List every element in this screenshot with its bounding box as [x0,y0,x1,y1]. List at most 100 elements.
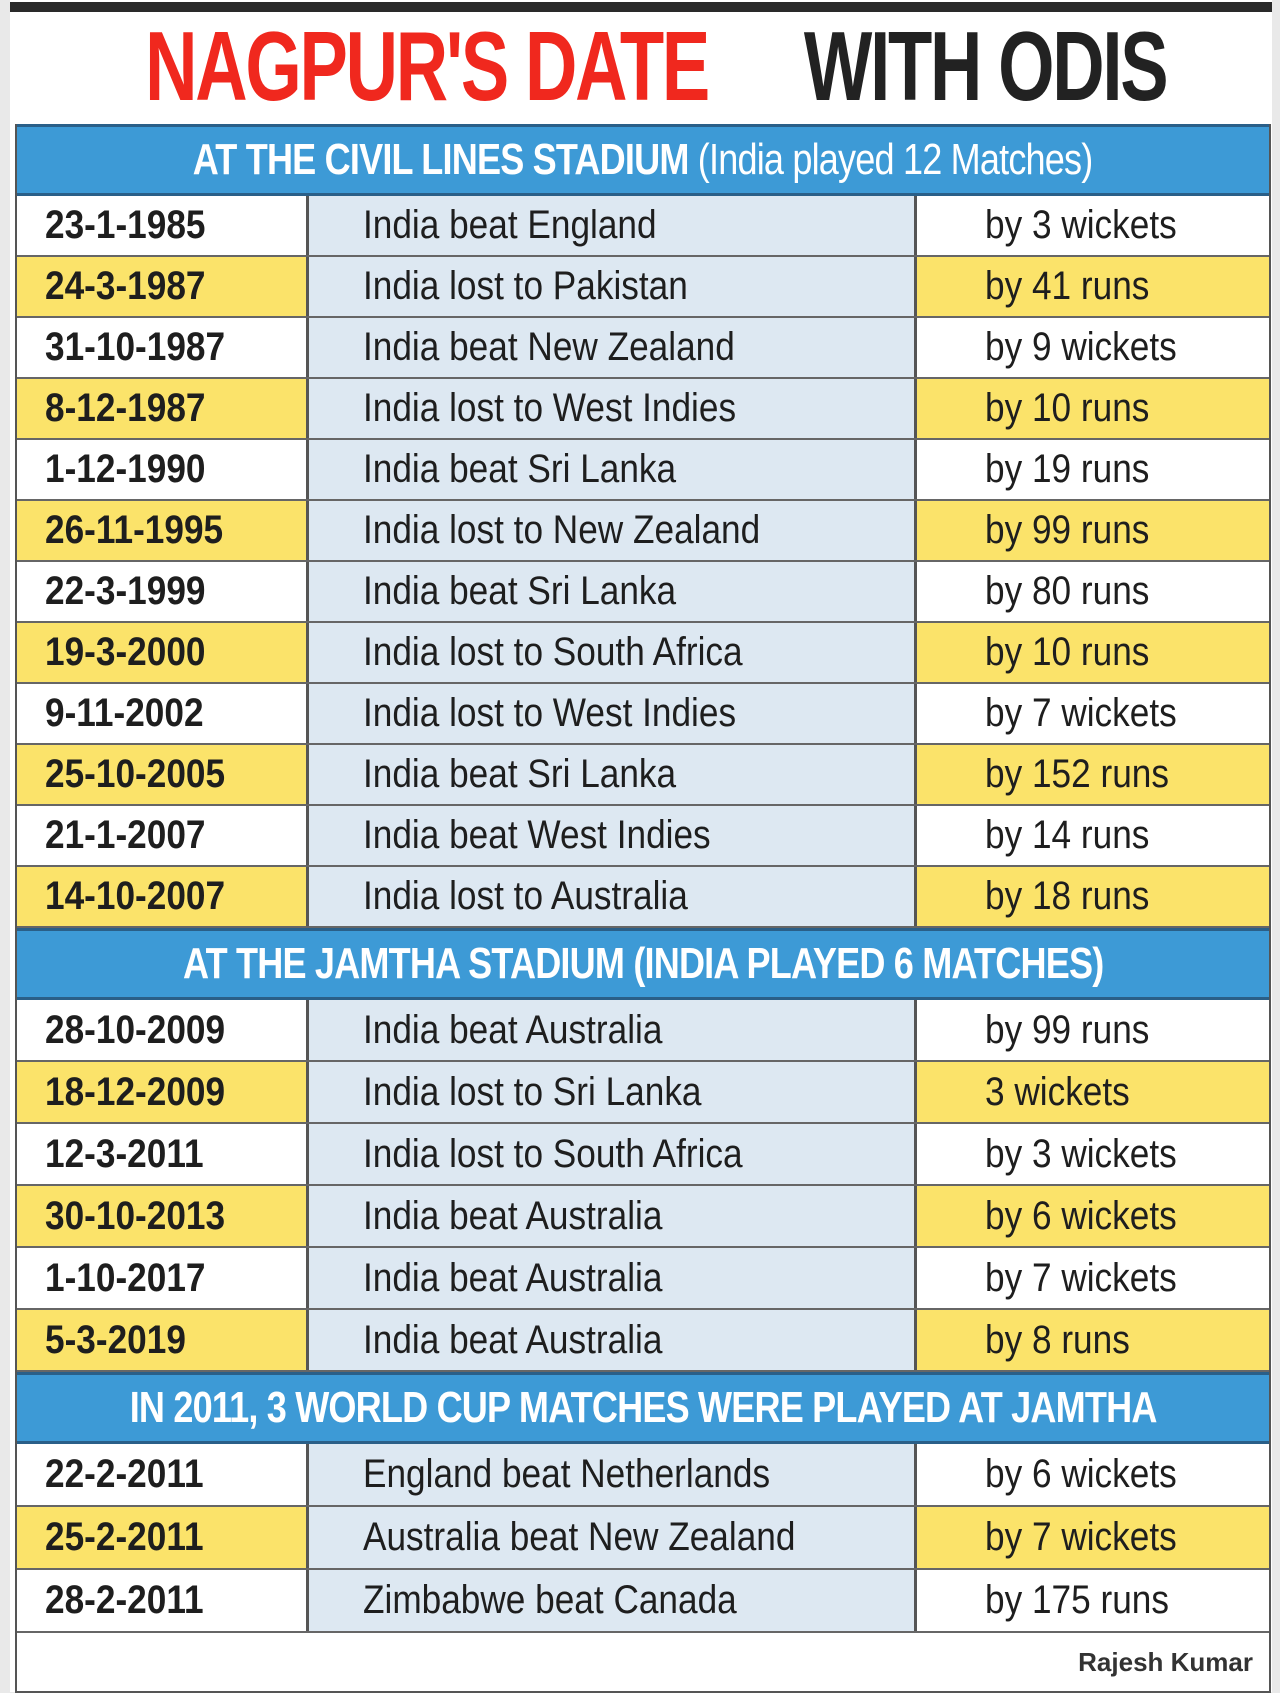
match-result-cell: India beat West Indies [309,806,917,865]
section-rows-jamtha: 28-10-2009 India beat Australia by 99 runs… [17,1000,1269,1372]
match-date: 14-10-2007 [45,874,226,918]
match-margin-cell: by 10 runs [917,379,1269,438]
match-result-cell: Australia beat New Zealand [309,1507,917,1568]
match-date-cell: 18-12-2009 [17,1062,309,1122]
match-result-cell: India lost to South Africa [309,623,917,682]
match-margin: by 7 wickets [985,1515,1177,1559]
match-margin: by 3 wickets [985,203,1177,247]
match-result-cell: India lost to Sri Lanka [309,1062,917,1122]
match-date: 5-3-2019 [45,1317,186,1362]
match-result-cell: India beat Australia [309,1186,917,1246]
match-result: India lost to New Zealand [363,508,761,552]
section-heading-world-cup: IN 2011, 3 WORLD CUP MATCHES WERE PLAYED… [17,1372,1269,1444]
match-margin-cell: by 175 runs [917,1570,1269,1631]
match-date-cell: 22-2-2011 [17,1444,309,1505]
match-result: India beat Australia [363,1193,663,1238]
match-margin: by 3 wickets [985,1131,1177,1176]
match-date-cell: 1-12-1990 [17,440,309,499]
match-result: India beat Australia [363,1317,663,1362]
match-result: India lost to West Indies [363,691,737,735]
match-result: India beat England [363,203,657,247]
match-result-cell: India beat Australia [309,1248,917,1308]
match-date: 19-3-2000 [45,630,206,674]
match-result-cell: India beat Australia [309,1000,917,1060]
match-margin-cell: by 152 runs [917,745,1269,804]
match-date-cell: 23-1-1985 [17,196,309,255]
match-date-cell: 9-11-2002 [17,684,309,743]
match-margin: by 175 runs [985,1578,1169,1622]
match-result-cell: Zimbabwe beat Canada [309,1570,917,1631]
match-margin-cell: by 18 runs [917,867,1269,926]
match-margin: by 7 wickets [985,1255,1177,1300]
title-red: NAGPUR'S DATE [145,11,710,121]
match-margin-cell: by 7 wickets [917,684,1269,743]
table-row: 25-2-2011 Australia beat New Zealand by 7 … [17,1507,1269,1570]
match-margin: by 41 runs [985,264,1150,308]
match-result-cell: India beat Sri Lanka [309,562,917,621]
match-date: 22-3-1999 [45,569,206,613]
match-result: India beat West Indies [363,813,711,857]
credit: Rajesh Kumar [17,1633,1269,1693]
table-row: 8-12-1987 India lost to West Indies by 10 … [17,379,1269,440]
match-margin: by 10 runs [985,630,1150,674]
match-result-cell: England beat Netherlands [309,1444,917,1505]
match-margin: by 8 runs [985,1317,1130,1362]
match-result-cell: India lost to Australia [309,867,917,926]
infographic: NAGPUR'S DATE WITH ODIS AT THE CIVIL LIN… [10,0,1272,1693]
match-margin-cell: by 3 wickets [917,196,1269,255]
match-margin-cell: by 80 runs [917,562,1269,621]
table-row: 14-10-2007 India lost to Australia by 18 r… [17,867,1269,928]
table-row: 25-10-2005 India beat Sri Lanka by 152 run… [17,745,1269,806]
match-result: India lost to Australia [363,874,688,918]
match-result-cell: India lost to West Indies [309,379,917,438]
match-date-cell: 28-10-2009 [17,1000,309,1060]
match-date: 1-12-1990 [45,447,206,491]
match-date: 30-10-2013 [45,1193,226,1238]
match-margin-cell: by 3 wickets [917,1124,1269,1184]
match-result-cell: India beat Sri Lanka [309,745,917,804]
match-result: India lost to South Africa [363,1131,743,1176]
match-date: 1-10-2017 [45,1255,206,1300]
match-date-cell: 25-2-2011 [17,1507,309,1568]
match-date-cell: 12-3-2011 [17,1124,309,1184]
table-row: 22-2-2011 England beat Netherlands by 6 wi… [17,1444,1269,1507]
match-result: Zimbabwe beat Canada [363,1578,737,1622]
page-title: NAGPUR'S DATE WITH ODIS [10,16,1272,116]
match-margin-cell: by 10 runs [917,623,1269,682]
table-row: 28-2-2011 Zimbabwe beat Canada by 175 runs [17,1570,1269,1633]
match-date-cell: 25-10-2005 [17,745,309,804]
section-heading-text: AT THE JAMTHA STADIUM (INDIA PLAYED 6 MA… [182,939,1104,988]
table-row: 5-3-2019 India beat Australia by 8 runs [17,1310,1269,1372]
table-row: 31-10-1987 India beat New Zealand by 9 wic… [17,318,1269,379]
section-rows-civil-lines: 23-1-1985 India beat England by 3 wickets 2… [17,196,1269,928]
match-result-cell: India beat England [309,196,917,255]
match-margin-cell: 3 wickets [917,1062,1269,1122]
match-result-cell: India lost to West Indies [309,684,917,743]
match-result-cell: India beat New Zealand [309,318,917,377]
section-rows-world-cup: 22-2-2011 England beat Netherlands by 6 wi… [17,1444,1269,1633]
match-margin-cell: by 14 runs [917,806,1269,865]
match-margin: by 9 wickets [985,325,1177,369]
match-margin: by 152 runs [985,752,1169,796]
match-margin-cell: by 6 wickets [917,1444,1269,1505]
title-dark: WITH ODIS [804,11,1169,121]
match-date-cell: 31-10-1987 [17,318,309,377]
match-result: India lost to Sri Lanka [363,1069,702,1114]
table-row: 26-11-1995 India lost to New Zealand by 99… [17,501,1269,562]
match-date-cell: 5-3-2019 [17,1310,309,1370]
match-margin-cell: by 7 wickets [917,1507,1269,1568]
match-margin: 3 wickets [985,1069,1130,1114]
match-date: 23-1-1985 [45,203,206,247]
match-date: 12-3-2011 [45,1131,204,1176]
section-heading-text: AT THE CIVIL LINES STADIUM [193,135,690,184]
match-date-cell: 22-3-1999 [17,562,309,621]
table-row: 30-10-2013 India beat Australia by 6 wicke… [17,1186,1269,1248]
match-date: 24-3-1987 [45,264,206,308]
match-margin-cell: by 8 runs [917,1310,1269,1370]
match-date: 25-10-2005 [45,752,226,796]
match-margin-cell: by 99 runs [917,501,1269,560]
table-row: 28-10-2009 India beat Australia by 99 runs [17,1000,1269,1062]
match-margin: by 99 runs [985,508,1150,552]
match-margin: by 6 wickets [985,1452,1177,1496]
match-margin: by 99 runs [985,1007,1150,1052]
